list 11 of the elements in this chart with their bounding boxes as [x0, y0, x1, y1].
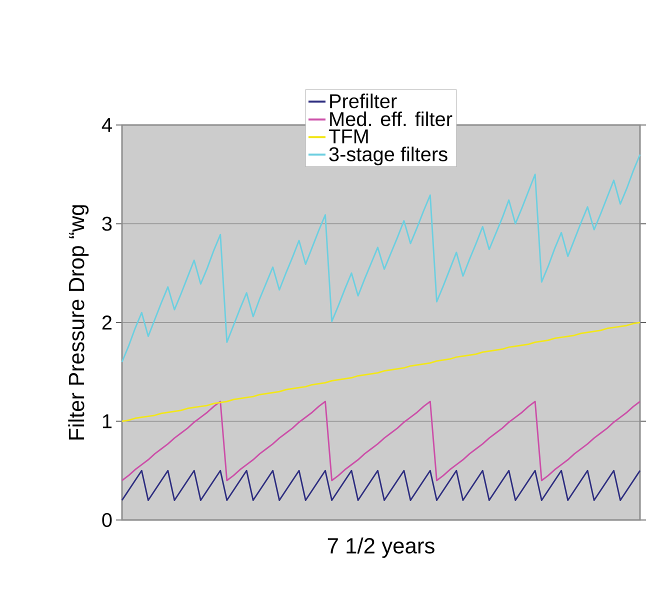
x-axis-title: 7 1/2 years [328, 537, 434, 558]
legend-label: 3-stage filters [329, 146, 448, 166]
y-tick-label: 3 [102, 216, 112, 231]
legend-label: TFM [328, 129, 368, 144]
y-tick-label: 2 [102, 316, 112, 330]
y-tick-label: 4 [102, 118, 112, 132]
legend-label: Prefilter [330, 94, 397, 108]
legend-label: Med. eff. filter [330, 112, 452, 126]
y-tick-label: 0 [102, 512, 112, 528]
y-axis-title: Filter Pressure Drop “wg [68, 205, 89, 440]
y-tick-label: 1 [102, 414, 112, 428]
